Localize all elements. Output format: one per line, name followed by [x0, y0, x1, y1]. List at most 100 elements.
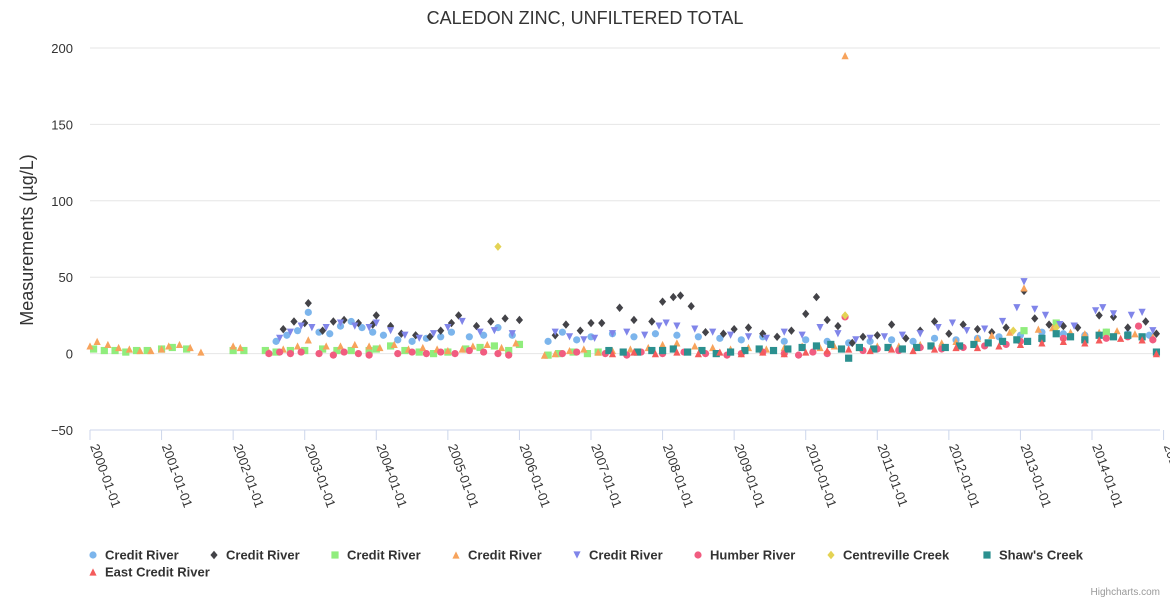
data-point[interactable]: [369, 328, 377, 336]
data-point[interactable]: [365, 346, 373, 355]
data-point[interactable]: [662, 319, 670, 327]
data-point[interactable]: [898, 331, 906, 339]
data-point[interactable]: [845, 354, 853, 362]
data-point[interactable]: [1138, 308, 1146, 316]
data-point[interactable]: [608, 350, 617, 358]
data-point[interactable]: [376, 343, 384, 352]
data-point[interactable]: [419, 343, 427, 352]
data-point[interactable]: [437, 326, 445, 335]
data-point[interactable]: [580, 345, 588, 353]
legend-label[interactable]: Credit River: [226, 548, 300, 563]
data-point[interactable]: [540, 351, 549, 359]
data-point[interactable]: [955, 342, 964, 350]
data-point[interactable]: [855, 343, 863, 352]
data-point[interactable]: [322, 342, 330, 350]
data-point[interactable]: [902, 334, 910, 343]
data-point[interactable]: [648, 346, 656, 355]
data-point[interactable]: [1070, 322, 1078, 330]
data-point[interactable]: [888, 336, 896, 344]
data-point[interactable]: [648, 317, 656, 326]
data-point[interactable]: [86, 342, 94, 350]
data-point[interactable]: [437, 348, 445, 356]
data-point[interactable]: [147, 346, 155, 355]
data-point[interactable]: [286, 350, 295, 358]
data-point[interactable]: [1066, 333, 1075, 341]
data-point[interactable]: [565, 346, 574, 355]
data-point[interactable]: [544, 351, 552, 359]
data-point[interactable]: [415, 334, 423, 342]
data-point[interactable]: [1131, 330, 1139, 338]
legend-item[interactable]: Shaw's Creek: [983, 548, 1084, 563]
data-point[interactable]: [816, 324, 824, 332]
data-point[interactable]: [888, 345, 896, 353]
data-point[interactable]: [658, 346, 667, 355]
data-point[interactable]: [115, 343, 123, 352]
data-point[interactable]: [1124, 323, 1132, 332]
data-point[interactable]: [755, 345, 763, 353]
data-point[interactable]: [462, 345, 470, 353]
data-point[interactable]: [1013, 336, 1021, 344]
data-point[interactable]: [454, 311, 463, 320]
data-point[interactable]: [494, 242, 502, 251]
data-point[interactable]: [802, 336, 810, 344]
data-point[interactable]: [1002, 323, 1010, 332]
data-point[interactable]: [372, 345, 380, 353]
data-point[interactable]: [100, 346, 108, 355]
data-point[interactable]: [111, 346, 119, 355]
data-point[interactable]: [229, 346, 237, 355]
data-point[interactable]: [458, 317, 466, 326]
data-point[interactable]: [726, 331, 735, 339]
data-point[interactable]: [429, 330, 438, 338]
data-point[interactable]: [658, 297, 667, 306]
data-point[interactable]: [580, 336, 588, 344]
data-point[interactable]: [301, 346, 309, 355]
data-point[interactable]: [1102, 328, 1110, 336]
data-point[interactable]: [784, 345, 792, 353]
data-point[interactable]: [787, 326, 796, 335]
data-point[interactable]: [1081, 339, 1089, 347]
data-point[interactable]: [1134, 322, 1143, 330]
legend-label[interactable]: Credit River: [105, 548, 179, 563]
data-point[interactable]: [798, 343, 806, 352]
data-point[interactable]: [780, 337, 788, 345]
data-point[interactable]: [605, 346, 613, 355]
data-point[interactable]: [315, 350, 323, 358]
legend-label[interactable]: Shaw's Creek: [999, 548, 1084, 563]
data-point[interactable]: [358, 324, 366, 332]
data-point[interactable]: [841, 311, 849, 320]
data-point[interactable]: [333, 346, 341, 355]
data-point[interactable]: [952, 343, 960, 352]
data-point[interactable]: [712, 350, 720, 358]
data-point[interactable]: [122, 348, 130, 356]
data-point[interactable]: [1099, 304, 1107, 312]
data-point[interactable]: [175, 340, 184, 349]
data-point[interactable]: [802, 309, 810, 319]
data-point[interactable]: [1095, 336, 1103, 344]
data-point[interactable]: [941, 343, 949, 352]
data-point[interactable]: [1038, 334, 1046, 342]
data-point[interactable]: [1109, 333, 1118, 341]
data-point[interactable]: [1149, 336, 1157, 344]
data-point[interactable]: [286, 328, 295, 336]
legend-item[interactable]: Credit River: [210, 548, 300, 563]
data-point[interactable]: [515, 340, 524, 349]
data-point[interactable]: [916, 330, 924, 338]
data-point[interactable]: [297, 322, 305, 330]
data-point[interactable]: [594, 348, 602, 356]
data-point[interactable]: [1020, 278, 1028, 286]
data-point[interactable]: [573, 336, 581, 344]
data-point[interactable]: [394, 350, 402, 358]
data-point[interactable]: [483, 340, 491, 349]
data-point[interactable]: [1056, 320, 1064, 329]
data-point[interactable]: [623, 328, 631, 336]
data-point[interactable]: [293, 342, 302, 350]
data-point[interactable]: [422, 350, 430, 358]
data-point[interactable]: [1020, 284, 1028, 292]
data-point[interactable]: [1095, 331, 1103, 339]
data-point[interactable]: [336, 342, 345, 350]
data-point[interactable]: [394, 336, 402, 344]
data-point[interactable]: [1006, 328, 1014, 336]
data-point[interactable]: [633, 348, 642, 356]
data-point[interactable]: [451, 350, 459, 358]
legend-symbol[interactable]: [827, 550, 835, 560]
